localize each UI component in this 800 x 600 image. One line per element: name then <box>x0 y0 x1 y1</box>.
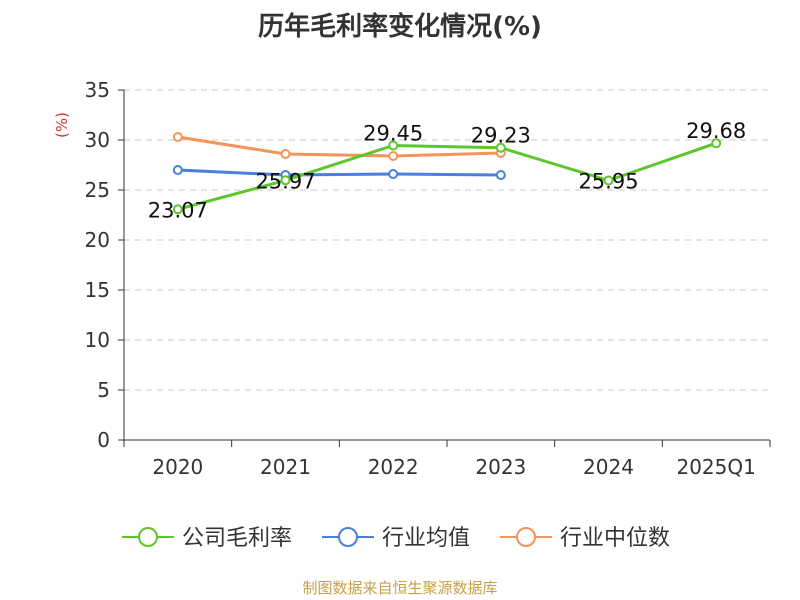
source-footer: 制图数据来自恒生聚源数据库 <box>302 579 498 597</box>
legend-label: 公司毛利率 <box>182 526 292 551</box>
x-tick-label: 2021 <box>260 455 311 479</box>
legend-marker <box>516 527 536 547</box>
data-point <box>172 204 183 215</box>
legend-marker <box>138 527 158 547</box>
legend-marker <box>338 527 358 547</box>
axes <box>118 89 771 447</box>
data-point <box>280 175 291 186</box>
y-tick-label: 30 <box>85 128 110 152</box>
x-tick-label: 2024 <box>583 455 634 479</box>
data-point <box>388 169 399 179</box>
data-label: 29.23 <box>471 124 531 148</box>
x-tick-labels: 2020 2021 2022 2023 2024 2025Q1 <box>152 455 755 479</box>
y-tick-label: 20 <box>85 228 110 252</box>
y-tick-label: 0 <box>97 428 110 452</box>
y-tick-label: 10 <box>85 328 110 352</box>
y-axis-label: (%) <box>53 112 71 138</box>
x-tick-label: 2025Q1 <box>676 455 755 479</box>
series-lines <box>172 132 722 215</box>
data-label: 23.07 <box>148 198 208 222</box>
y-tick-label: 25 <box>85 178 110 202</box>
grid-lines <box>124 89 770 391</box>
data-point <box>280 149 291 159</box>
data-point <box>711 138 722 149</box>
data-labels: 23.07 25.97 29.45 29.23 25.95 29.68 <box>148 119 746 222</box>
y-tick-label: 5 <box>97 378 110 402</box>
series-line <box>177 141 717 211</box>
x-tick-label: 2023 <box>475 455 526 479</box>
y-tick-label: 35 <box>85 78 110 102</box>
data-point <box>172 132 183 142</box>
legend: 公司毛利率 行业均值 行业中位数 <box>122 526 670 551</box>
data-label: 29.68 <box>686 119 746 143</box>
y-tick-labels: 0 5 10 15 20 25 30 35 <box>85 78 110 452</box>
data-point <box>388 151 399 161</box>
data-label: 25.95 <box>578 170 638 194</box>
x-tick-label: 2020 <box>152 455 203 479</box>
data-point <box>603 175 614 186</box>
data-point <box>172 165 183 175</box>
data-point <box>495 170 506 180</box>
series-line <box>177 168 501 177</box>
legend-label: 行业均值 <box>382 526 470 551</box>
data-label: 25.97 <box>255 169 315 193</box>
legend-label: 行业中位数 <box>560 526 670 551</box>
data-point <box>388 140 399 151</box>
chart-title: 历年毛利率变化情况(%) <box>258 12 542 42</box>
data-label: 29.45 <box>363 122 423 146</box>
series-line <box>177 135 501 158</box>
data-point <box>495 142 506 153</box>
x-tick-label: 2022 <box>368 455 419 479</box>
y-tick-label: 15 <box>85 278 110 302</box>
